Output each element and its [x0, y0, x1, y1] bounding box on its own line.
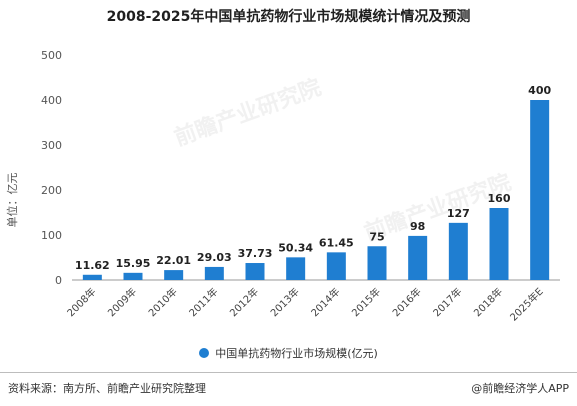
- legend: 中国单抗药物行业市场规模(亿元): [0, 345, 577, 361]
- y-tick-label: 300: [41, 139, 62, 152]
- y-tick-label: 100: [41, 229, 62, 242]
- bar-value-label: 29.03: [197, 251, 232, 264]
- y-tick-label: 200: [41, 184, 62, 197]
- brand-credit: @前瞻经济学人APP: [471, 382, 569, 395]
- bar-value-label: 50.34: [278, 241, 313, 254]
- bar: [123, 272, 143, 280]
- bar: [530, 100, 550, 280]
- bar-value-label: 160: [488, 192, 511, 205]
- x-tick-label: 2025年E: [507, 285, 546, 324]
- footer-divider: [0, 372, 577, 373]
- bar-value-label: 15.95: [116, 257, 151, 270]
- bar-value-label: 127: [447, 207, 470, 220]
- x-tick-label: 2018年: [471, 285, 505, 319]
- bar: [286, 257, 306, 280]
- bar-value-label: 400: [528, 84, 551, 97]
- x-tick-labels: 2008年 2009年 2010年 2011年 2012年 2013年 2014年 2015年…: [64, 285, 546, 324]
- bar: [164, 270, 184, 280]
- bar-value-label: 37.73: [238, 247, 273, 260]
- chart-title: 2008-2025年中国单抗药物行业市场规模统计情况及预测: [106, 9, 471, 25]
- bar: [204, 266, 224, 280]
- y-tick-label: 400: [41, 94, 62, 107]
- bars: [82, 100, 550, 280]
- bar: [408, 235, 428, 280]
- legend-label: 中国单抗药物行业市场规模(亿元): [215, 347, 378, 360]
- bar: [489, 208, 509, 280]
- bar-value-label: 22.01: [156, 254, 191, 267]
- bar: [367, 246, 387, 280]
- x-tick-label: 2016年: [390, 285, 424, 319]
- x-tick-label: 2009年: [105, 285, 139, 319]
- x-tick-label: 2013年: [268, 285, 302, 319]
- bar-value-labels: 11.62 15.95 22.01 29.03 37.73 50.34 61.45 75 98 1…: [75, 84, 552, 272]
- bar-value-label: 75: [369, 230, 384, 243]
- x-tick-label: 2011年: [186, 285, 220, 319]
- bar-value-label: 98: [410, 220, 425, 233]
- x-tick-label: 2014年: [308, 285, 342, 319]
- bar: [245, 263, 265, 280]
- bar: [82, 274, 102, 280]
- y-tick-labels: 0 100 200 300 400 500: [41, 49, 62, 287]
- y-tick-label: 500: [41, 49, 62, 62]
- x-tick-label: 2010年: [146, 285, 180, 319]
- bar: [326, 252, 346, 280]
- bar-value-label: 61.45: [319, 236, 354, 249]
- bar: [448, 222, 468, 280]
- x-tick-label: 2012年: [227, 285, 261, 319]
- bar-value-label: 11.62: [75, 259, 110, 272]
- x-tick-label: 2008年: [64, 285, 98, 319]
- bar-chart: 11.62 15.95 22.01 29.03 37.73 50.34 61.45 75 98 1…: [41, 49, 560, 324]
- x-tick-label: 2015年: [349, 285, 383, 319]
- x-tick-label: 2017年: [430, 285, 464, 319]
- legend-swatch: [199, 348, 210, 358]
- source-note: 资料来源：南方所、前瞻产业研究院整理: [8, 382, 206, 395]
- y-tick-label: 0: [55, 274, 62, 287]
